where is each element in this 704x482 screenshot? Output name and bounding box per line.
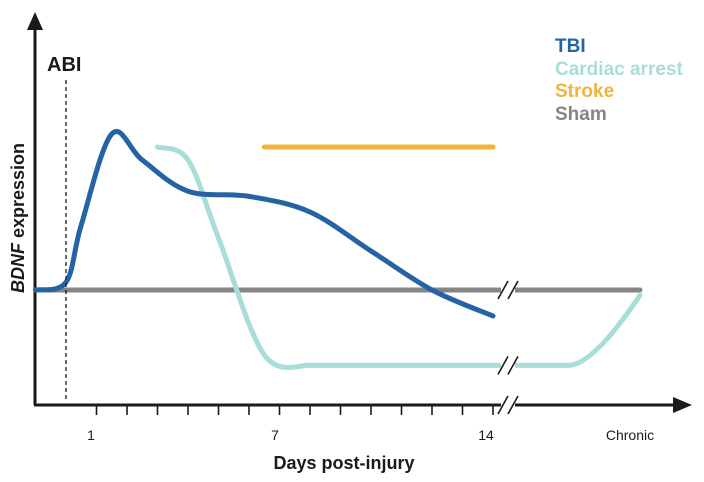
x-tick-label-chronic: Chronic — [606, 427, 654, 443]
axis-break-mark-sham-0 — [497, 280, 509, 300]
y-axis-arrow — [27, 12, 43, 30]
x-tick-marks — [95, 405, 494, 415]
abi-label: ABI — [47, 54, 81, 76]
axis-break-gap-x-axis — [501, 396, 515, 414]
axis-break-mark-x-axis-1 — [507, 395, 519, 415]
legend-sham: Sham — [555, 104, 607, 125]
legend-cardiac-arrest: Cardiac arrest — [555, 59, 683, 80]
y-axis-title-rest: expression — [8, 143, 28, 243]
legend-stroke: Stroke — [555, 81, 614, 102]
axis-break-mark-sham-1 — [507, 280, 519, 300]
axis-break-mark-cardiac-0 — [497, 356, 509, 375]
x-axis-title: Days post-injury — [273, 453, 414, 473]
axis-breaks — [497, 280, 519, 415]
y-axis-title-italic: BDNF — [8, 242, 28, 293]
series-layer — [33, 129, 643, 371]
series-line-tbi — [33, 129, 496, 319]
axis-break-mark-x-axis-0 — [497, 395, 509, 415]
legend-tbi: TBI — [555, 36, 586, 57]
x-tick-label-14: 14 — [478, 427, 494, 443]
x-axis-arrow — [673, 397, 692, 413]
series-line-cardiac-arrest — [155, 144, 643, 371]
axis-break-gap-sham — [501, 281, 515, 299]
x-tick-label-1: 1 — [87, 427, 95, 443]
axis-break-gap-cardiac — [501, 356, 515, 375]
axis-break-mark-cardiac-1 — [507, 356, 519, 375]
x-tick-label-7: 7 — [271, 427, 279, 443]
y-axis-title: BDNF expression — [8, 143, 28, 293]
